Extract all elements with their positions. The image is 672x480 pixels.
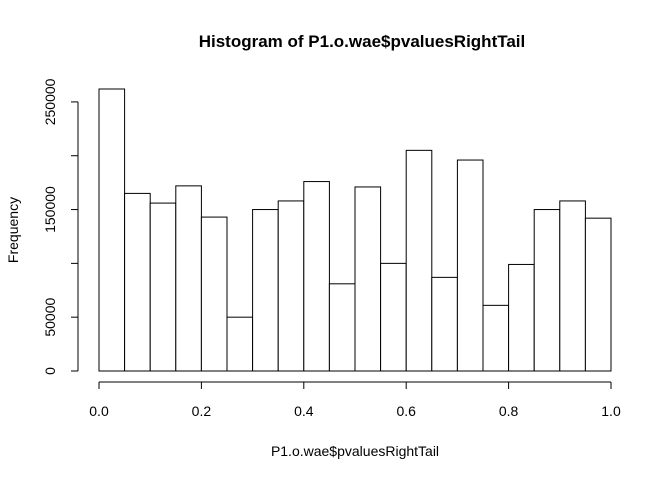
y-tick-label: 0: [42, 367, 58, 375]
histogram-bar: [456, 159, 484, 372]
histogram-bar: [405, 149, 433, 372]
histogram-bar: [482, 304, 510, 372]
x-tick-label: 0.8: [499, 403, 519, 419]
histogram-bar: [98, 88, 126, 372]
histogram-bar: [328, 283, 356, 372]
x-tick-label: 0.2: [192, 403, 212, 419]
histogram-bar: [584, 217, 612, 372]
x-tick-label: 0.0: [89, 403, 109, 419]
y-axis-label: Frequency: [5, 197, 21, 263]
y-tick-label: 50000: [42, 298, 58, 337]
histogram-bar: [226, 316, 254, 372]
x-tick-label: 1.0: [601, 403, 621, 419]
histogram-bar: [200, 216, 228, 372]
histogram-bar: [252, 209, 279, 372]
histogram-bar: [559, 200, 586, 372]
y-tick-label: 250000: [42, 78, 58, 125]
x-tick-label: 0.6: [396, 403, 416, 419]
x-axis: 0.0 0.2 0.4 0.6 0.8 1.0: [89, 381, 621, 419]
y-axis: 0 50000 150000 250000: [42, 78, 79, 375]
histogram-bar: [431, 276, 458, 372]
histogram-bar: [380, 262, 407, 372]
histogram-bar: [508, 263, 535, 372]
histogram-bar: [277, 200, 305, 372]
histogram-bar: [124, 192, 151, 372]
histogram-bar: [149, 202, 177, 372]
histogram-bar: [354, 186, 382, 372]
histogram-bar: [303, 181, 330, 372]
x-axis-label: P1.o.wae$pvaluesRightTail: [271, 443, 439, 459]
chart-title: Histogram of P1.o.wae$pvaluesRightTail: [199, 32, 526, 51]
y-tick-label: 150000: [42, 186, 58, 233]
histogram-bar: [175, 185, 202, 372]
histogram-bar: [533, 209, 561, 372]
x-tick-label: 0.4: [294, 403, 314, 419]
bars-group: [98, 88, 612, 372]
